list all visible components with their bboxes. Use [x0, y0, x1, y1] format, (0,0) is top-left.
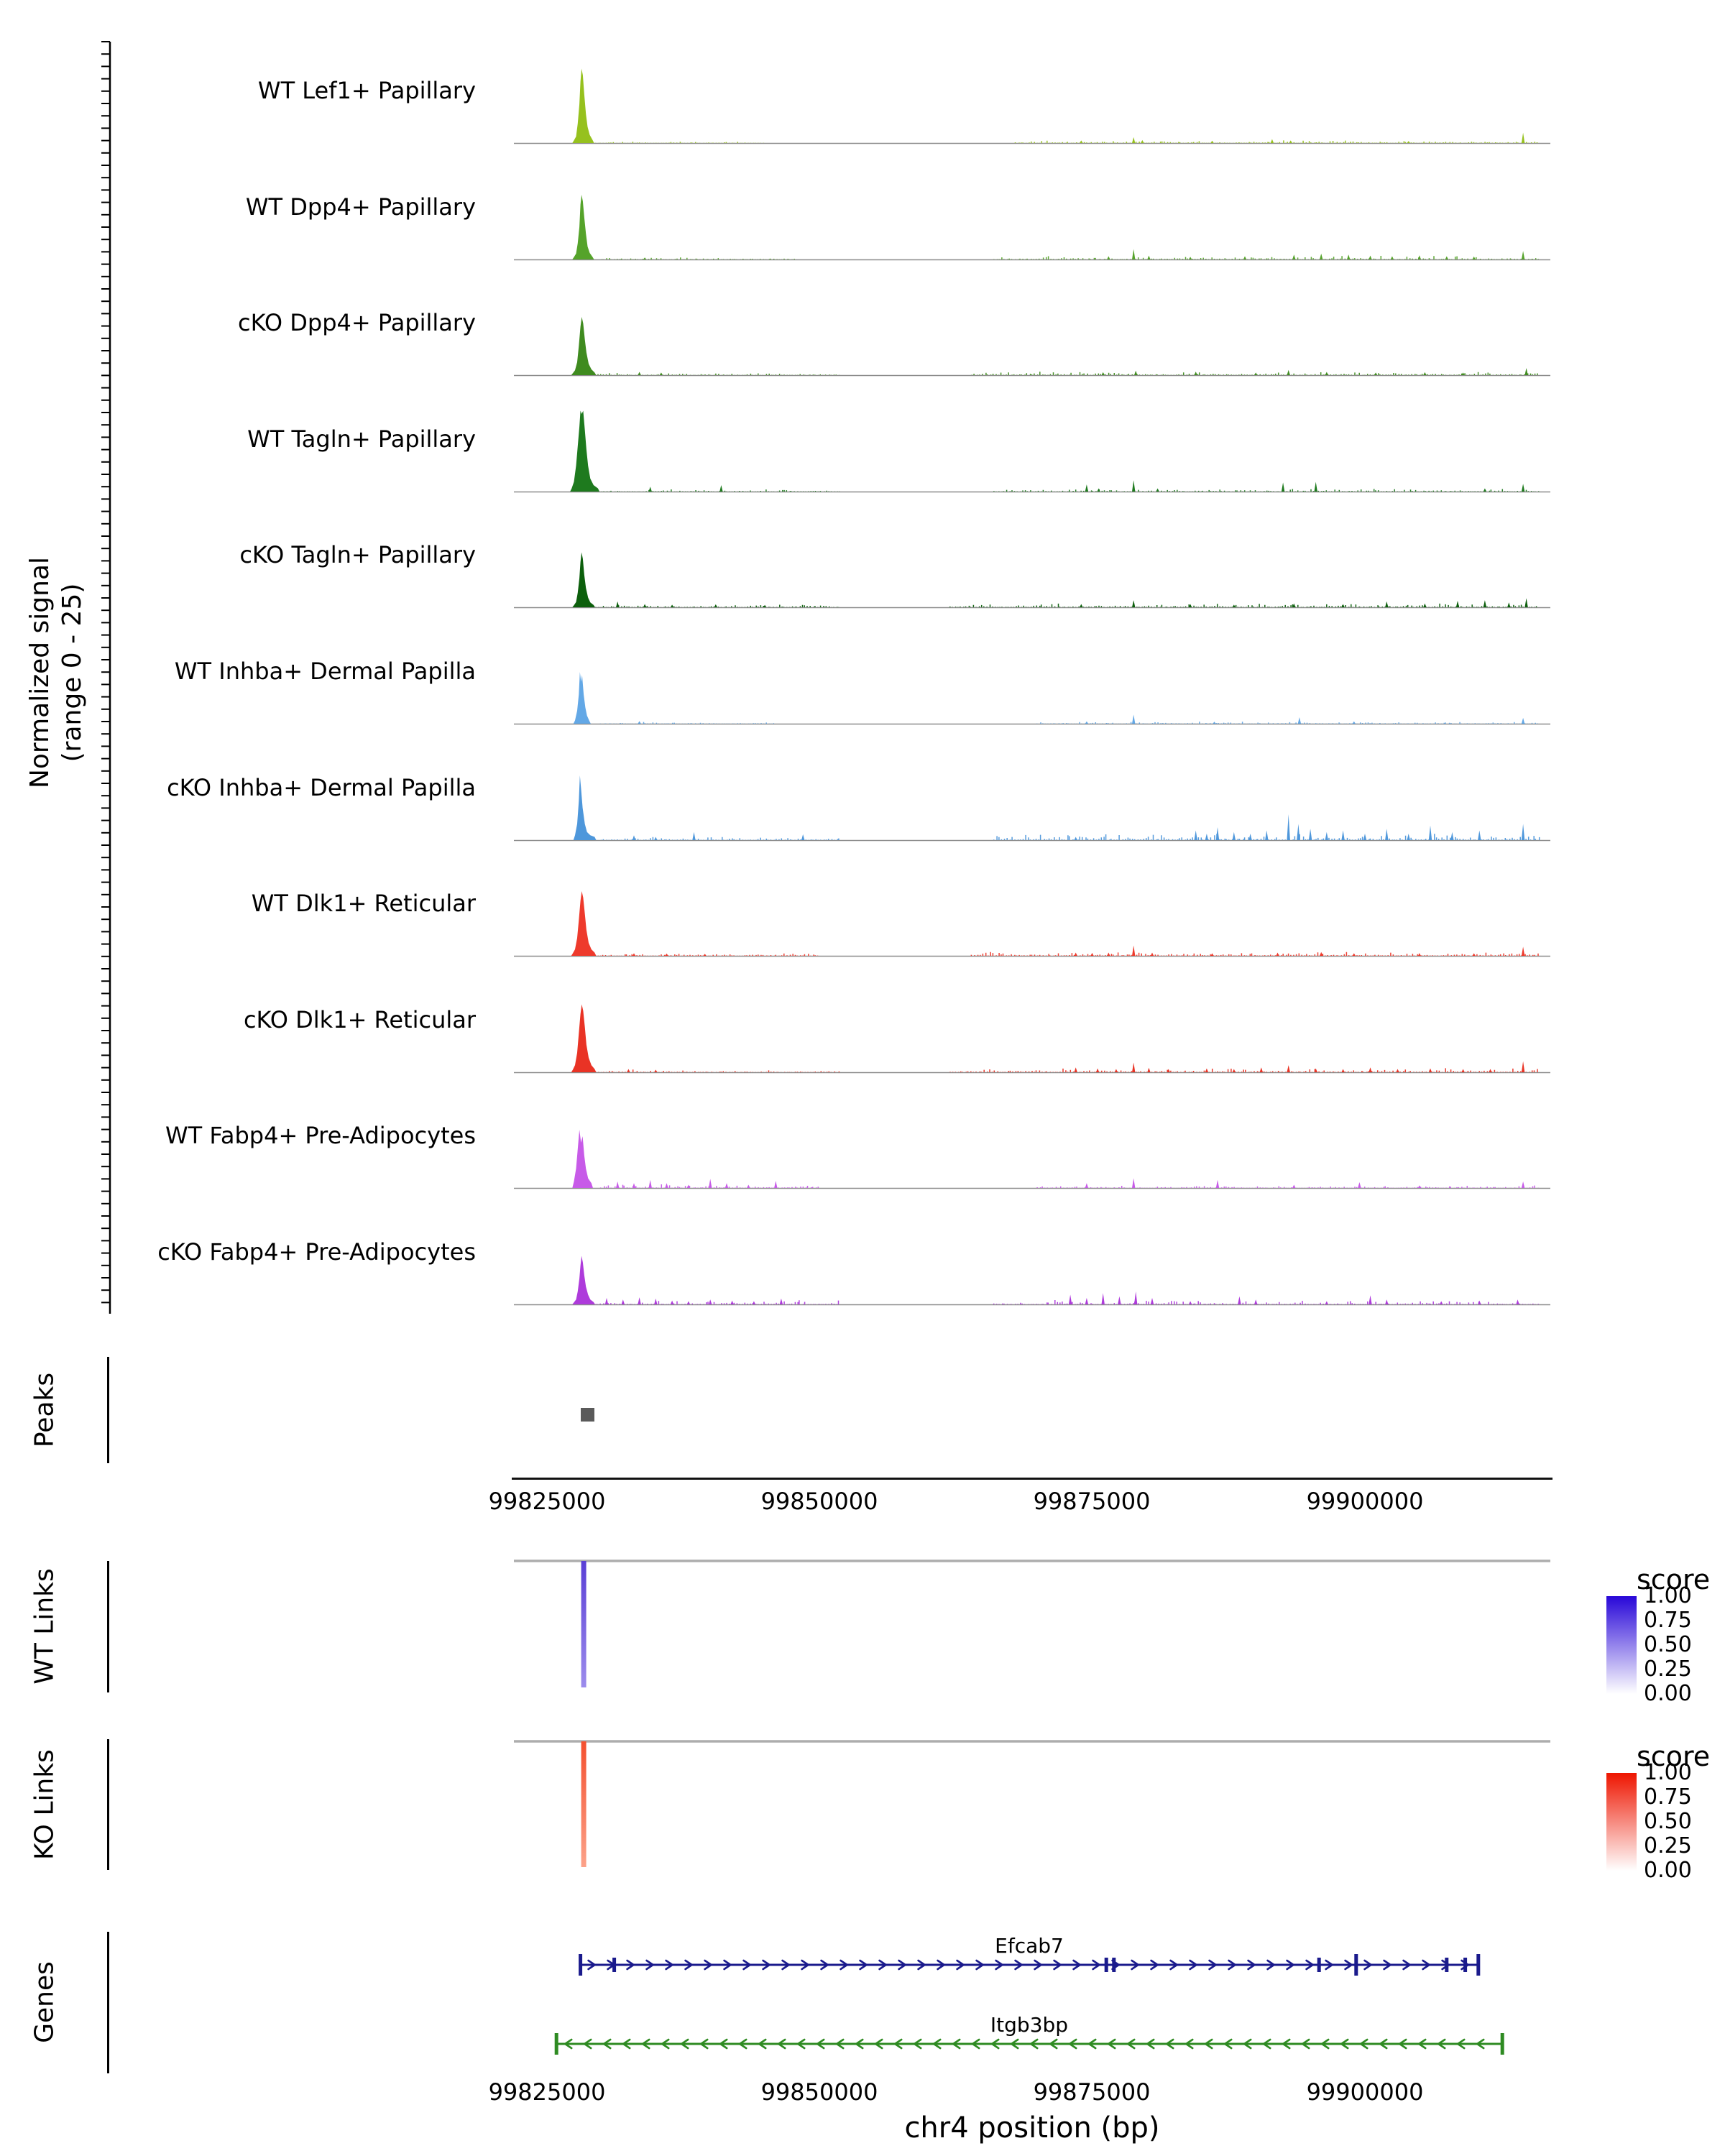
signal-track-area — [514, 1004, 1550, 1074]
signal-track-label: WT Fabp4+ Pre-Adipocytes — [165, 1122, 476, 1149]
peak-interval-box — [581, 1408, 594, 1422]
signal-track-area — [514, 410, 1550, 493]
signal-track-row: cKO Tagln+ Papillary — [0, 499, 1725, 616]
signal-track-area — [514, 552, 1550, 609]
signal-track-label: cKO Tagln+ Papillary — [239, 541, 476, 568]
signal-track-row: cKO Fabp4+ Pre-Adipocytes — [0, 1197, 1725, 1313]
signal-track-area — [514, 195, 1550, 261]
ko-score-colorbar — [1606, 1773, 1637, 1871]
x-axis-title: chr4 position (bp) — [904, 2111, 1160, 2145]
signal-track-area — [514, 68, 1550, 144]
legend-tick-label: 0.00 — [1644, 1681, 1692, 1706]
signal-track-label: WT Inhba+ Dermal Papilla — [174, 658, 476, 685]
wt-legend-title: score — [1637, 1564, 1711, 1595]
ko-links-score-legend: score 1.00 0.75 0.50 0.25 0.00 — [1599, 1741, 1725, 1909]
gene-models-plot: Efcab7 Itgb3bp — [554, 1934, 1504, 2055]
legend-tick-label: 0.75 — [1644, 1608, 1692, 1633]
axis-tick-label: 99900000 — [1306, 2078, 1424, 2106]
genome-axis-line — [512, 1478, 1552, 1480]
signal-track-row: WT Fabp4+ Pre-Adipocytes — [0, 1080, 1725, 1197]
legend-tick-label: 1.00 — [1644, 1760, 1692, 1785]
signal-track-area — [514, 1130, 1550, 1189]
signal-track-row: WT Tagln+ Papillary — [0, 384, 1725, 500]
signal-track-row: cKO Inhba+ Dermal Papilla — [0, 732, 1725, 849]
legend-tick-label: 0.50 — [1644, 1809, 1692, 1834]
axis-tick-label: 99850000 — [760, 1488, 878, 1515]
wt-links-score-legend: score 1.00 0.75 0.50 0.25 0.00 — [1599, 1564, 1725, 1733]
axis-tick-label: 99825000 — [488, 2078, 606, 2106]
genes-axis-spine — [107, 1932, 109, 2073]
peaks-panel-label: Peaks — [29, 1372, 60, 1448]
signal-track-area — [514, 317, 1550, 377]
signal-track-label: WT Dpp4+ Papillary — [245, 193, 476, 221]
legend-tick-label: 1.00 — [1644, 1583, 1692, 1608]
signal-track-area — [514, 1256, 1550, 1306]
ko-links-axis-spine — [107, 1739, 109, 1870]
wt-links-plot — [514, 1560, 1550, 1687]
signal-track-label: WT Tagln+ Papillary — [247, 425, 476, 453]
signal-track-label: cKO Inhba+ Dermal Papilla — [167, 774, 476, 801]
signal-track-row: cKO Dpp4+ Papillary — [0, 267, 1725, 384]
signal-track-row: WT Dlk1+ Reticular — [0, 848, 1725, 964]
peaks-axis-spine — [107, 1357, 109, 1463]
legend-tick-label: 0.25 — [1644, 1833, 1692, 1858]
wt-links-axis-spine — [107, 1561, 109, 1692]
signal-track-row: WT Inhba+ Dermal Papilla — [0, 616, 1725, 732]
signal-track-label: cKO Fabp4+ Pre-Adipocytes — [157, 1238, 476, 1266]
wt-links-panel-label: WT Links — [29, 1568, 60, 1685]
signal-track-row: cKO Dlk1+ Reticular — [0, 964, 1725, 1081]
axis-tick-label: 99825000 — [488, 1488, 606, 1515]
axis-tick-label: 99875000 — [1033, 1488, 1151, 1515]
legend-tick-label: 0.25 — [1644, 1657, 1692, 1682]
signal-track-label: WT Lef1+ Papillary — [257, 77, 476, 104]
signal-track-area — [514, 775, 1550, 842]
gene-name-label: Itgb3bp — [990, 2013, 1068, 2037]
axis-tick-label: 99850000 — [760, 2078, 878, 2106]
signal-y-axis-ruler — [101, 41, 111, 1314]
legend-tick-label: 0.50 — [1644, 1632, 1692, 1657]
axis-tick-label: 99875000 — [1033, 2078, 1151, 2106]
genes-panel-label: Genes — [29, 1961, 60, 2043]
gene-name-label: Efcab7 — [995, 1934, 1064, 1958]
signal-track-row: WT Lef1+ Papillary — [0, 35, 1725, 152]
signal-track-label: cKO Dlk1+ Reticular — [243, 1006, 476, 1033]
legend-tick-label: 0.75 — [1644, 1784, 1692, 1810]
legend-tick-label: 0.00 — [1644, 1858, 1692, 1883]
ko-legend-title: score — [1637, 1741, 1711, 1772]
signal-track-row: WT Dpp4+ Papillary — [0, 152, 1725, 268]
signal-track-label: cKO Dpp4+ Papillary — [238, 309, 476, 336]
ko-links-plot — [514, 1740, 1550, 1867]
wt-score-colorbar — [1606, 1596, 1637, 1694]
ko-links-panel-label: KO Links — [29, 1749, 60, 1860]
signal-track-area — [514, 891, 1550, 957]
signal-track-label: WT Dlk1+ Reticular — [251, 890, 476, 917]
axis-tick-label: 99900000 — [1306, 1488, 1424, 1515]
signal-track-area — [514, 672, 1550, 725]
